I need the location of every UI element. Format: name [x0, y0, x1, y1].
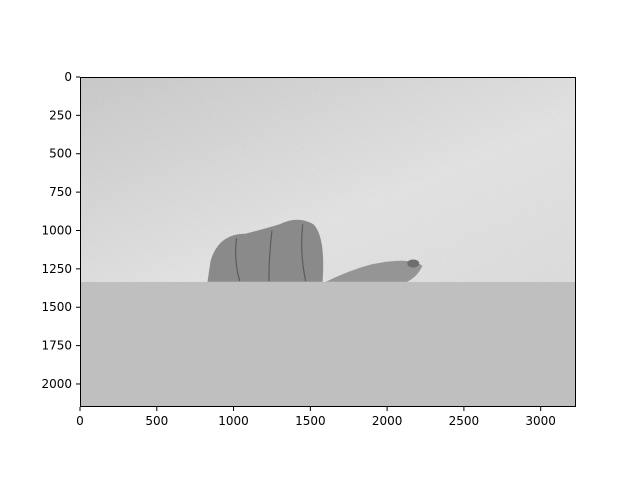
- y-tick-label: 750: [49, 185, 72, 199]
- y-tick-label: 1750: [41, 339, 72, 353]
- y-tick-label: 0: [64, 70, 72, 84]
- x-tick-label: 1500: [295, 414, 326, 428]
- knuckle-crease: [235, 238, 241, 282]
- y-axis: 0 250 500 750 1000 1250 1500 1750 2000: [41, 70, 80, 391]
- x-tick-label: 2500: [449, 414, 480, 428]
- hand-photo-region: [207, 219, 423, 282]
- y-tick-label: 2000: [41, 377, 72, 391]
- photo-wall-texture: [80, 77, 576, 282]
- y-tick-label: 250: [49, 108, 72, 122]
- axes-frame: [80, 77, 576, 407]
- y-tick-label: 1500: [41, 300, 72, 314]
- knuckle-crease: [268, 230, 273, 282]
- knuckle-crease: [301, 224, 307, 282]
- x-tick-label: 500: [145, 414, 168, 428]
- x-tick-label: 3000: [525, 414, 556, 428]
- plot-area: [80, 77, 576, 407]
- photo-wall-region: [80, 77, 576, 282]
- x-tick-label: 1000: [218, 414, 249, 428]
- y-tick-label: 500: [49, 147, 72, 161]
- y-tick-label: 1000: [41, 223, 72, 237]
- fingernail: [407, 259, 420, 268]
- x-axis: 0 500 1000 1500 2000 2500 3000: [76, 407, 556, 428]
- pointing-finger-shape: [325, 260, 423, 282]
- x-tick-label: 2000: [372, 414, 403, 428]
- flat-gray-region: [80, 281, 576, 407]
- x-tick-label: 0: [76, 414, 84, 428]
- y-tick-label: 1250: [41, 262, 72, 276]
